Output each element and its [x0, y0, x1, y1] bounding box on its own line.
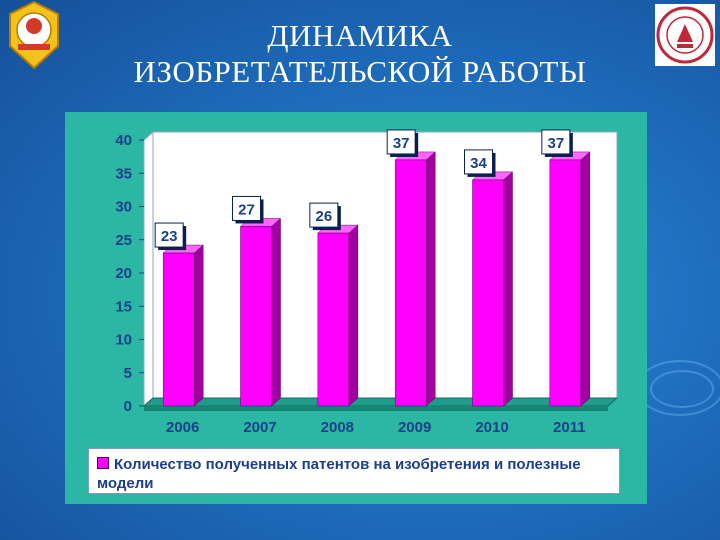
bar — [549, 159, 582, 407]
bar-side — [348, 224, 359, 407]
y-tick-label: 10 — [115, 332, 132, 349]
award-emblem-logo — [9, 0, 59, 70]
bar — [240, 226, 272, 407]
legend-label: Количество полученных патентов на изобре… — [97, 456, 581, 492]
chart-panel: 0 5 10 15 20 25 30 35 40 23 2006 27 2007 26 2008 37 2009… — [65, 112, 647, 504]
slide-title-line-2: ИЗОБРЕТАТЕЛЬСКОЙ РАБОТЫ — [133, 54, 587, 89]
university-seal-logo — [655, 4, 715, 66]
data-label-box — [386, 129, 416, 155]
y-tick-label: 0 — [124, 398, 132, 415]
data-label-box — [541, 129, 571, 155]
data-label: 34 — [470, 155, 487, 172]
y-tick-label: 40 — [115, 132, 132, 149]
y-tick-label: 25 — [115, 232, 132, 249]
bar-side — [193, 244, 204, 407]
data-label: 37 — [547, 135, 564, 152]
x-tick-label: 2007 — [243, 419, 276, 436]
data-label: 37 — [393, 135, 410, 152]
y-tick-label: 20 — [115, 265, 132, 282]
data-label: 27 — [238, 201, 255, 218]
x-tick-label: 2010 — [475, 419, 508, 436]
water-ripple-decoration — [636, 360, 720, 416]
plot-floor-edge — [144, 406, 608, 411]
x-tick-label: 2006 — [166, 419, 199, 436]
y-tick-label: 35 — [115, 165, 132, 182]
data-label-box — [154, 222, 184, 248]
plot-floor — [142, 397, 619, 407]
data-label: 26 — [315, 208, 332, 225]
chart-legend: Количество полученных патентов на изобре… — [88, 448, 620, 494]
y-tick-label: 30 — [115, 199, 132, 216]
y-tick-label: 5 — [124, 365, 132, 382]
x-tick-label: 2011 — [553, 419, 586, 436]
data-label-box — [464, 149, 493, 175]
bar — [394, 159, 427, 407]
data-label: 23 — [161, 228, 178, 245]
bar-side — [271, 217, 281, 407]
bar-chart: 0 5 10 15 20 25 30 35 40 23 2006 27 2007 26 2008 37 2009… — [115, 129, 619, 436]
slide-title-line-1: ДИНАМИКА — [267, 18, 453, 53]
plot-back-wall — [152, 131, 618, 399]
x-tick-label: 2009 — [398, 419, 431, 436]
bar — [162, 252, 195, 407]
x-tick-label: 2008 — [321, 419, 354, 436]
bar — [472, 179, 504, 407]
bar-side — [503, 171, 513, 407]
legend-swatch — [97, 457, 109, 470]
data-label-box — [309, 202, 339, 228]
bar-side — [580, 151, 591, 407]
bar — [317, 232, 350, 407]
bar-side — [425, 151, 436, 407]
slide-title: ДИНАМИКА ИЗОБРЕТАТЕЛЬСКОЙ РАБОТЫ — [80, 18, 640, 90]
plot-left-wall — [143, 130, 154, 408]
y-tick-label: 15 — [115, 298, 132, 315]
data-label-box — [232, 195, 261, 221]
